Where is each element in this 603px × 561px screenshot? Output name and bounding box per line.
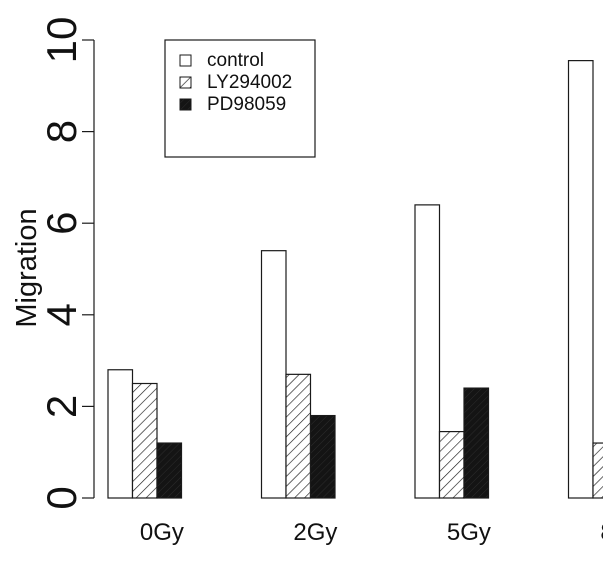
category-label: 5Gy	[447, 519, 491, 546]
category-label: 0Gy	[140, 519, 184, 546]
bars-group	[107, 60, 603, 499]
y-tick-label: 4	[38, 303, 85, 326]
category-label: 2Gy	[293, 519, 337, 546]
y-axis: 0 2 4 6 8 10	[38, 17, 95, 510]
category-label: 8Gy	[600, 519, 603, 546]
bar-control-0gy	[107, 369, 134, 499]
legend-label-control: control	[207, 50, 264, 71]
legend-label-pd98059: PD98059	[207, 94, 286, 115]
legend-box	[164, 39, 316, 158]
bar-pd98059-5gy	[463, 387, 490, 499]
bar-ly294002-5gy	[438, 430, 465, 499]
bar-control-2gy	[260, 250, 287, 499]
y-tick-label: 10	[38, 17, 85, 64]
legend-swatch-control	[179, 54, 192, 67]
y-tick-label: 0	[38, 486, 85, 509]
bar-ly294002-0gy	[131, 382, 158, 499]
y-tick-label: 6	[38, 212, 85, 235]
legend-label-ly294002: LY294002	[207, 72, 292, 93]
bar-pd98059-0gy	[156, 442, 183, 499]
legend-swatch-pd98059	[179, 98, 192, 111]
bar-ly294002-2gy	[285, 373, 312, 499]
bar-ly294002-8gy	[592, 442, 603, 499]
y-axis-label: Migration	[11, 208, 43, 327]
y-tick-label: 2	[38, 395, 85, 418]
legend-swatch-ly294002	[179, 76, 192, 89]
category-labels: 0Gy 2Gy 5Gy 8Gy	[140, 519, 603, 546]
y-tick-label: 8	[38, 120, 85, 143]
bar-control-5gy	[414, 204, 441, 499]
bar-control-8gy	[567, 60, 594, 499]
bar-pd98059-2gy	[309, 414, 336, 499]
